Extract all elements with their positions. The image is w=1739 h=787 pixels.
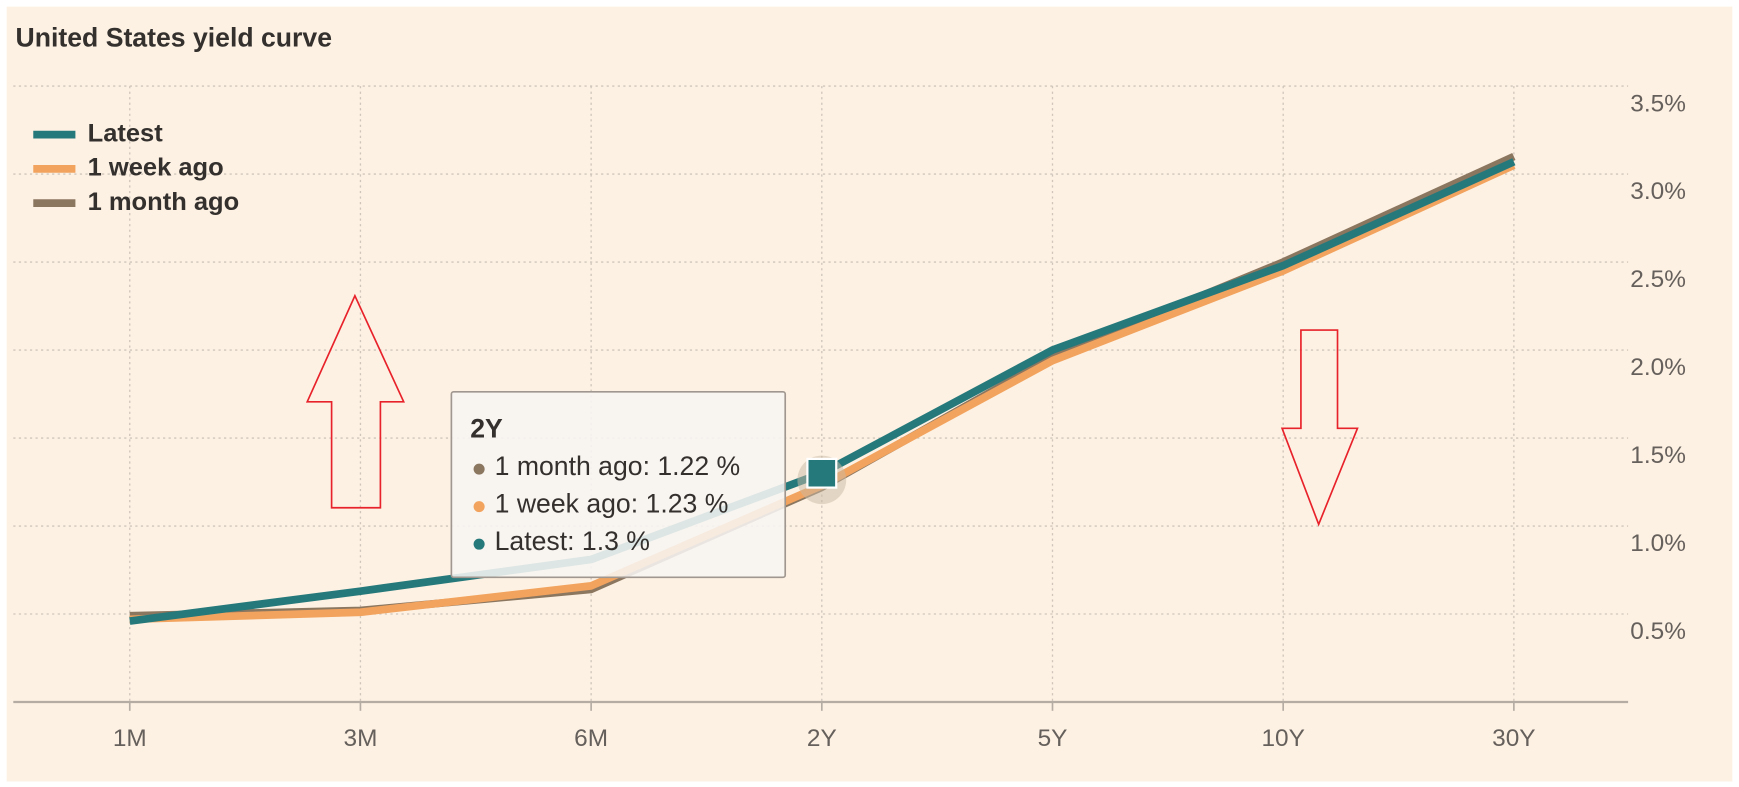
tooltip-box xyxy=(450,391,787,579)
y-tick-label: 1.0% xyxy=(1630,530,1686,557)
tooltip-dot xyxy=(473,501,485,513)
chart-title: United States yield curve xyxy=(16,23,332,53)
x-tick-label: 3M xyxy=(344,725,378,752)
x-tick-label: 1M xyxy=(113,725,147,752)
y-tick-label: 2.5% xyxy=(1630,266,1686,293)
x-tick-label: 30Y xyxy=(1492,725,1535,752)
x-tick-label: 2Y xyxy=(807,725,837,752)
tooltip-item: 1 month ago: 1.22 % xyxy=(495,451,741,481)
x-tick-label: 5Y xyxy=(1038,725,1068,752)
tooltip-dot xyxy=(473,538,485,550)
y-tick-label: 3.0% xyxy=(1630,178,1686,205)
y-tick-label: 0.5% xyxy=(1630,618,1686,645)
y-tick-label: 3.5% xyxy=(1630,90,1686,117)
tooltip-title: 2Y xyxy=(470,414,503,444)
down-arrow xyxy=(1280,329,1359,527)
y-tick-label: 2.0% xyxy=(1630,354,1686,381)
x-tick-label: 10Y xyxy=(1261,725,1304,752)
x-tick-label: 6M xyxy=(574,725,608,752)
tooltip-item: 1 week ago: 1.23 % xyxy=(495,489,729,519)
legend-label: 1 week ago xyxy=(88,154,224,182)
up-arrow xyxy=(305,293,405,509)
background xyxy=(6,6,1733,782)
legend-label: Latest xyxy=(88,119,164,147)
y-tick-label: 1.5% xyxy=(1630,442,1686,469)
hover-marker xyxy=(806,457,838,489)
legend-label: 1 month ago xyxy=(88,188,240,216)
tooltip-item: Latest: 1.3 % xyxy=(495,526,650,556)
tooltip-dot xyxy=(473,463,485,475)
